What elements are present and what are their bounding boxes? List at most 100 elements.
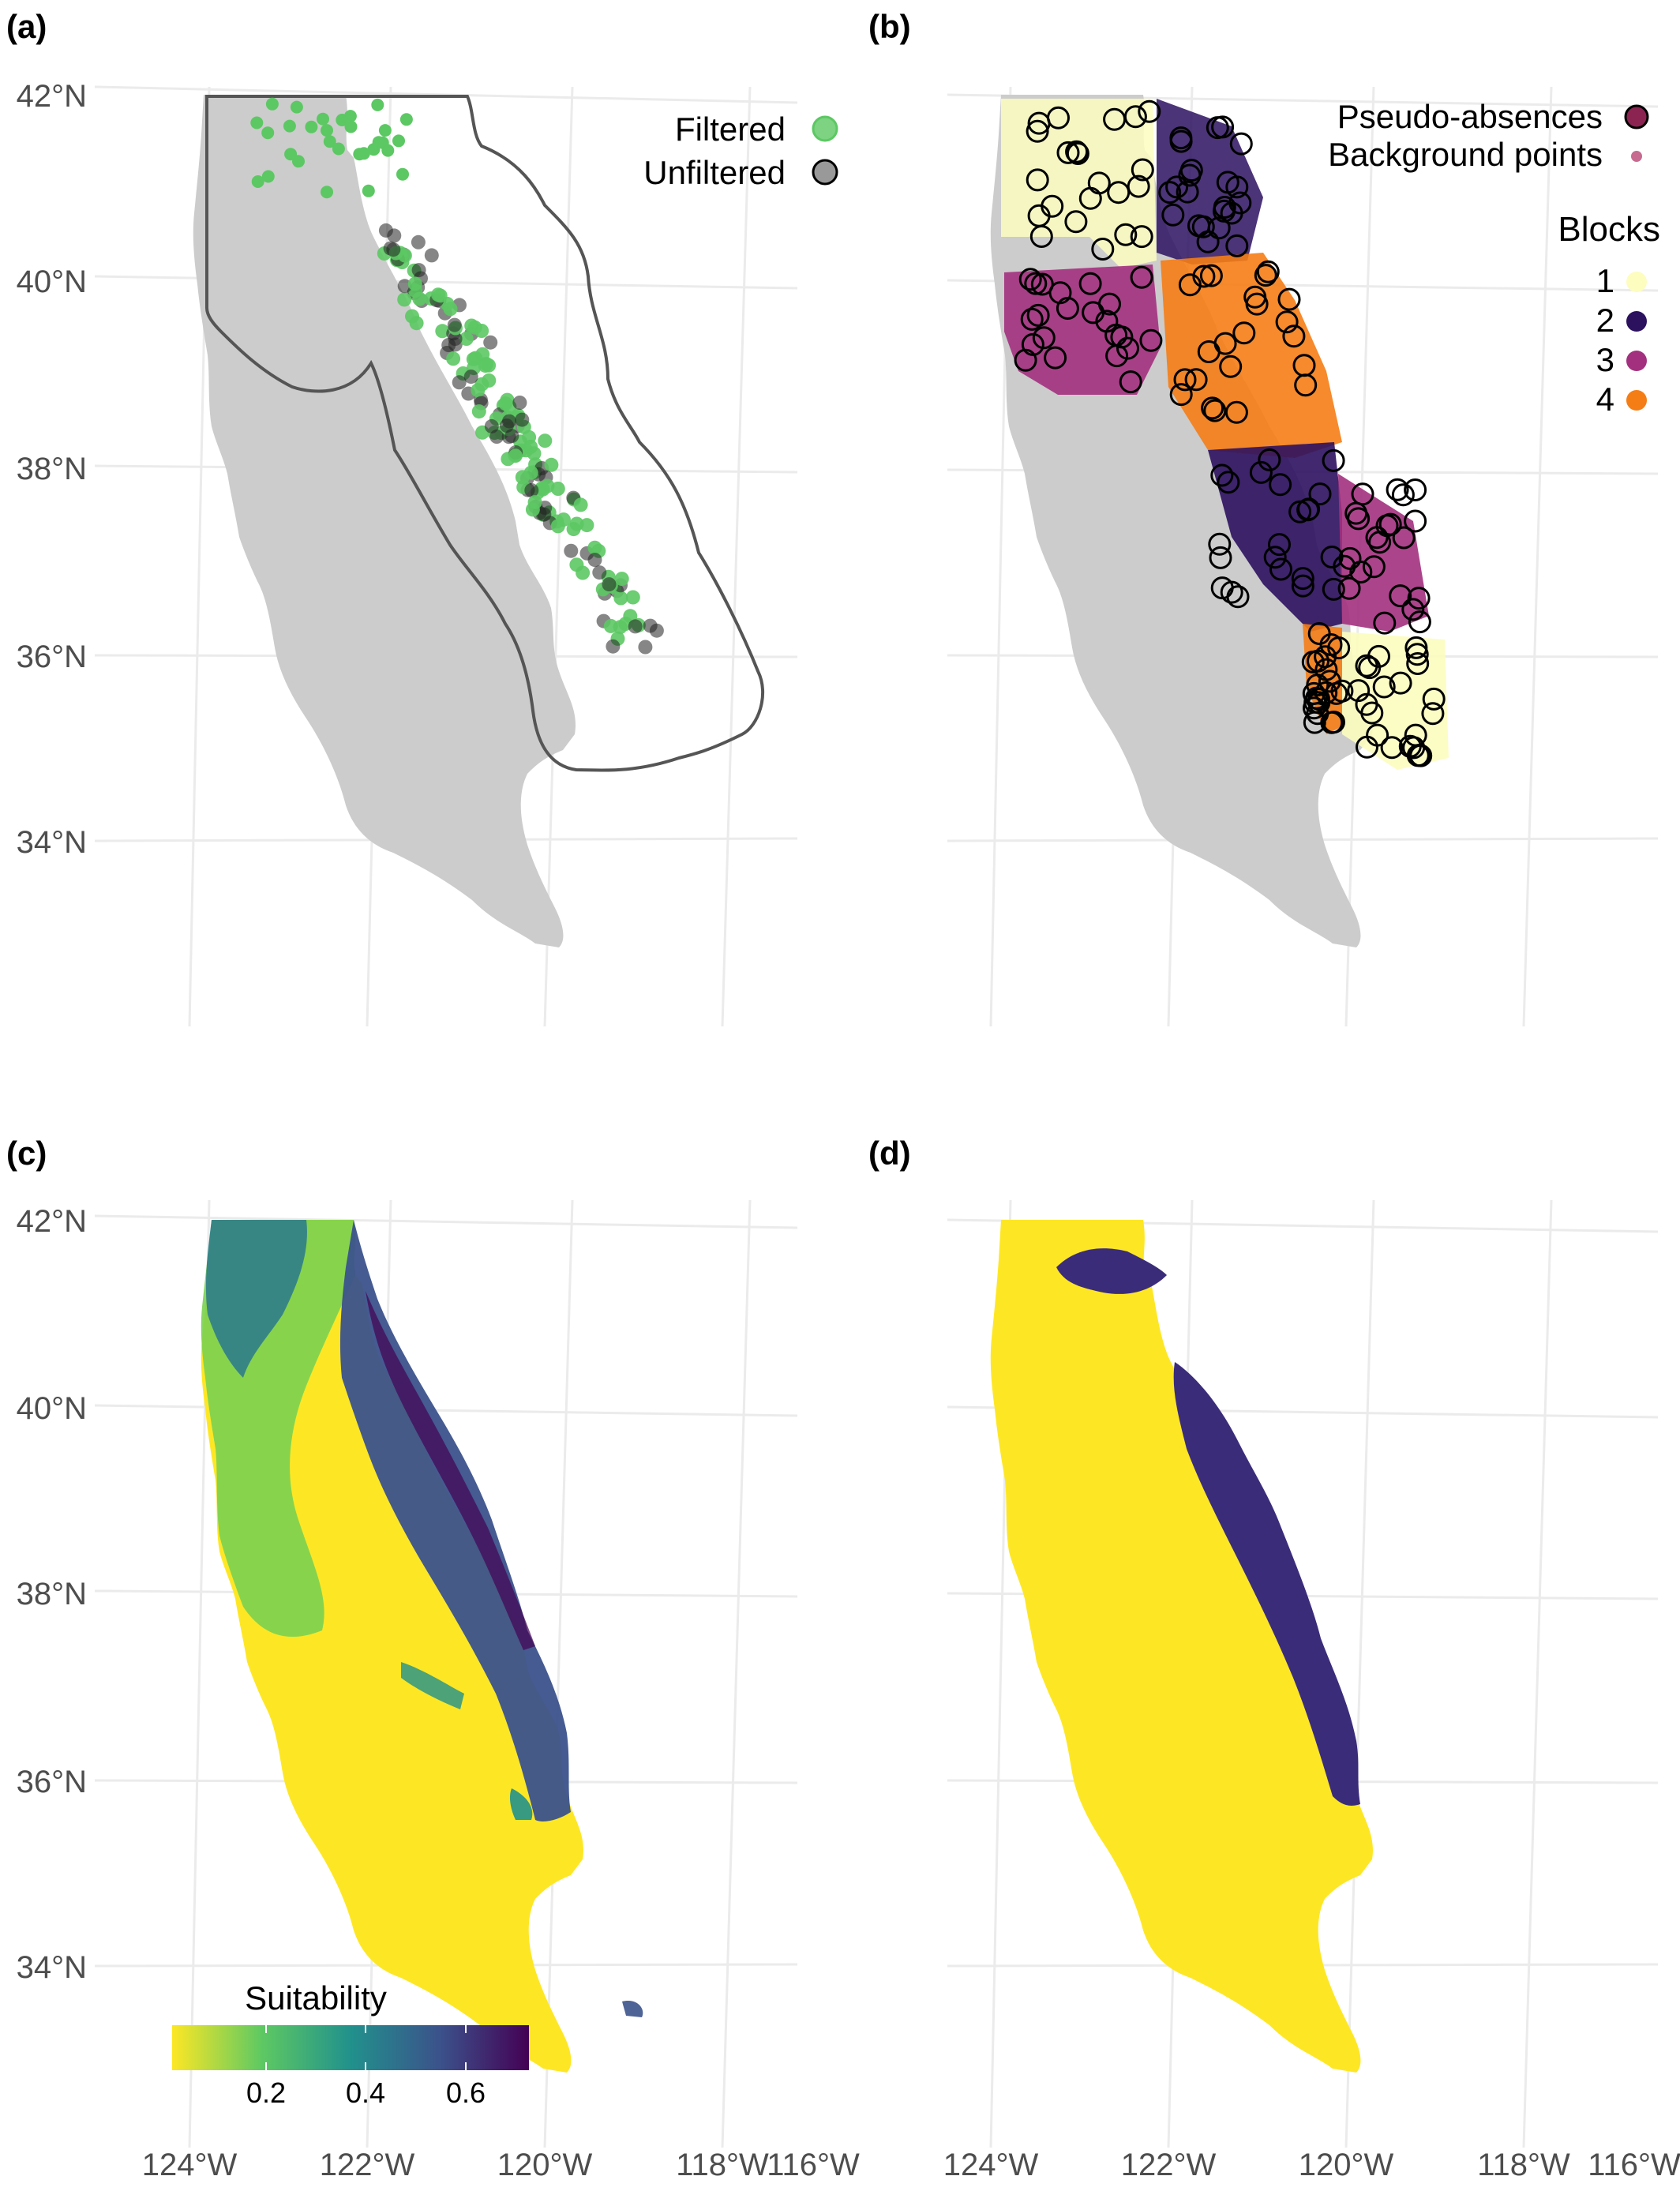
legend-block-2-swatch	[1626, 311, 1647, 332]
panel-label-a: (a)	[6, 8, 47, 45]
pseudo-absence-point	[1318, 670, 1341, 693]
unfiltered-point	[386, 242, 401, 257]
pseudo-absence-point	[1087, 171, 1111, 195]
block-1-south	[1342, 632, 1449, 770]
pseudo-absence-point	[1091, 238, 1115, 261]
unfiltered-point	[441, 338, 456, 352]
pseudo-absence-point	[1389, 584, 1412, 608]
filtered-point	[625, 590, 640, 605]
pseudo-absence-point	[1258, 448, 1281, 471]
filtered-point	[446, 351, 461, 366]
panel-c: (c) Suitability	[6, 1135, 860, 2182]
pseudo-absence-point	[1173, 368, 1197, 392]
filtered-point	[265, 97, 279, 111]
pseudo-absence-point	[1401, 598, 1425, 621]
filtered-point	[433, 288, 448, 303]
filtered-point	[482, 373, 497, 388]
pseudo-absence-point	[1203, 399, 1227, 422]
pseudo-absence-point	[1404, 509, 1427, 533]
block-3-north	[1004, 264, 1161, 395]
pseudo-absence-point	[1139, 328, 1163, 352]
lat-tick: 40°N	[17, 264, 87, 299]
pseudo-absence-point	[1209, 546, 1232, 569]
pseudo-absence-point	[1322, 448, 1345, 472]
filtered-point	[471, 404, 486, 419]
pseudo-absence-point	[1256, 260, 1280, 283]
unfiltered-point	[424, 248, 439, 263]
lon-tick: 118°W	[676, 2148, 769, 2182]
legend-block-1-label: 1	[1596, 262, 1614, 299]
lat-tick: 36°N	[17, 1765, 87, 1799]
pseudo-absence-point	[1020, 307, 1044, 331]
lat-tick: 36°N	[17, 640, 87, 674]
pseudo-absence-point	[1269, 473, 1292, 497]
pseudo-absence-point	[1169, 129, 1193, 153]
pseudo-absence-point	[1110, 325, 1134, 349]
filtered-point	[405, 309, 419, 324]
filtered-point	[435, 324, 450, 339]
california-land-a	[193, 95, 576, 947]
pseudo-absence-point	[1032, 326, 1056, 350]
pseudo-absence-point	[1422, 687, 1446, 711]
unfiltered-point	[447, 317, 462, 332]
pseudo-absence-point	[1044, 346, 1067, 370]
filtered-point	[538, 433, 553, 448]
filtered-point	[305, 120, 318, 133]
pseudo-absence-point	[1187, 214, 1210, 238]
unfiltered-point	[587, 553, 602, 568]
lon-axis-c: 124°W 122°W 120°W 118°W 116°W	[142, 2148, 860, 2182]
legend-unfiltered-swatch	[812, 159, 838, 186]
filtered-point	[261, 170, 275, 183]
lon-tick: 122°W	[1121, 2148, 1217, 2182]
pseudo-absence-point	[1066, 142, 1089, 165]
pseudo-absence-point	[1064, 210, 1088, 234]
colorbar-tick: 0.4	[346, 2077, 385, 2109]
pseudo-absence-point	[1406, 744, 1430, 767]
unfiltered-point	[378, 223, 393, 238]
pseudo-absence-point	[1026, 119, 1049, 143]
unfiltered-point	[606, 639, 621, 654]
legend-block-3-swatch	[1626, 351, 1647, 371]
filtered-point	[464, 318, 479, 333]
pseudo-absence-point	[1362, 555, 1386, 579]
pseudo-absence-point	[1263, 546, 1287, 569]
panel-a: (a) Filtered Unfiltered 42°N 40°N 38°N	[6, 8, 838, 1027]
lon-axis-d: 124°W 122°W 120°W 118°W 116°W	[943, 2148, 1680, 2182]
pseudo-absence-point	[1351, 482, 1374, 506]
pseudo-absence-point	[1201, 396, 1224, 420]
pseudo-absence-point	[1320, 711, 1344, 734]
lat-tick: 34°N	[17, 825, 87, 860]
colorbar-tick: 0.6	[446, 2077, 486, 2109]
filtered-point	[397, 292, 412, 307]
legend-filtered-label: Filtered	[675, 111, 786, 148]
filtered-point	[396, 167, 409, 181]
filtered-point	[399, 113, 413, 126]
filtered-point	[478, 358, 493, 373]
unfiltered-point	[512, 396, 527, 410]
lat-tick: 40°N	[17, 1391, 87, 1426]
pseudo-absence-point	[1213, 332, 1237, 355]
pseudo-absence-point	[1027, 111, 1051, 135]
filtered-point	[508, 448, 523, 463]
filtered-point	[323, 135, 336, 148]
filtered-point	[371, 98, 384, 111]
legend-blocks-title: Blocks	[1558, 210, 1660, 249]
lat-axis-c: 42°N 40°N 38°N 36°N 34°N	[17, 1204, 87, 1985]
filtered-point	[284, 148, 298, 161]
pseudo-absence-point	[1229, 132, 1253, 156]
pseudo-absence-point	[1389, 671, 1412, 695]
pseudo-absence-point	[1138, 99, 1161, 123]
pseudo-absence-point	[1114, 223, 1138, 246]
pseudo-absence-point	[1026, 168, 1049, 192]
pseudo-absence-point	[1306, 673, 1329, 697]
filtered-point	[321, 186, 333, 199]
legend-block-2-label: 2	[1596, 302, 1614, 339]
pseudo-absence-point	[1380, 736, 1404, 760]
filtered-point	[569, 557, 584, 572]
pseudo-absence-point	[1018, 268, 1042, 291]
pseudo-absence-point	[1404, 478, 1427, 501]
legend-a: Filtered Unfiltered	[643, 111, 838, 191]
filtered-point	[362, 184, 375, 197]
unfiltered-point	[489, 430, 504, 444]
